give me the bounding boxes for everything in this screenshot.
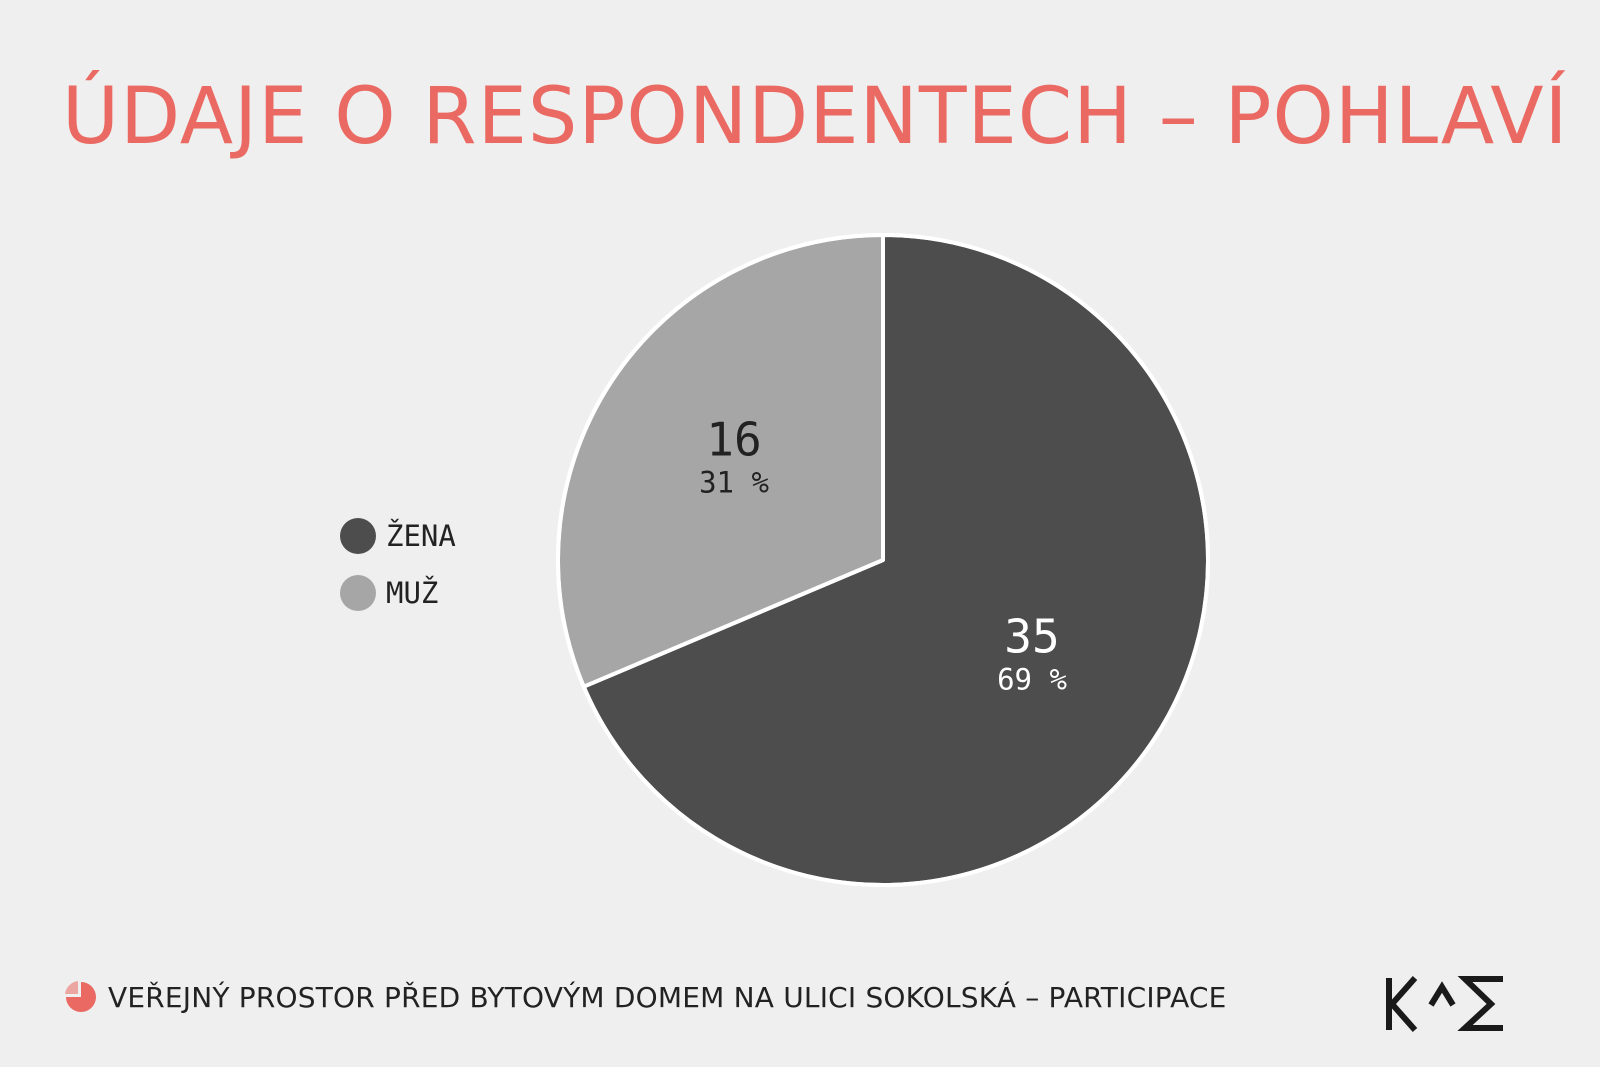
legend-swatch-muz	[340, 575, 376, 611]
legend: ŽENA MUŽ	[340, 518, 456, 632]
kam-logo	[1386, 976, 1503, 1032]
slice-percent-label-1: 31 %	[699, 465, 769, 499]
slice-value-label-0: 35	[1004, 610, 1059, 664]
pie-chart-icon	[65, 981, 96, 1012]
page-title: ÚDAJE O RESPONDENTECH – POHLAVÍ	[62, 72, 1569, 162]
footer-text: VEŘEJNÝ PROSTOR PŘED BYTOVÝM DOMEM NA UL…	[108, 980, 1227, 1014]
slice-percent-label-0: 69 %	[997, 663, 1067, 697]
legend-item-zena: ŽENA	[340, 518, 456, 554]
legend-label-muz: MUŽ	[386, 576, 439, 610]
legend-item-muz: MUŽ	[340, 575, 456, 611]
slice-value-label-1: 16	[706, 412, 761, 466]
pie-slices	[556, 233, 1210, 887]
legend-label-zena: ŽENA	[386, 519, 456, 553]
pie-outline	[556, 233, 1210, 887]
footer: VEŘEJNÝ PROSTOR PŘED BYTOVÝM DOMEM NA UL…	[64, 980, 1227, 1014]
legend-swatch-zena	[340, 518, 376, 554]
